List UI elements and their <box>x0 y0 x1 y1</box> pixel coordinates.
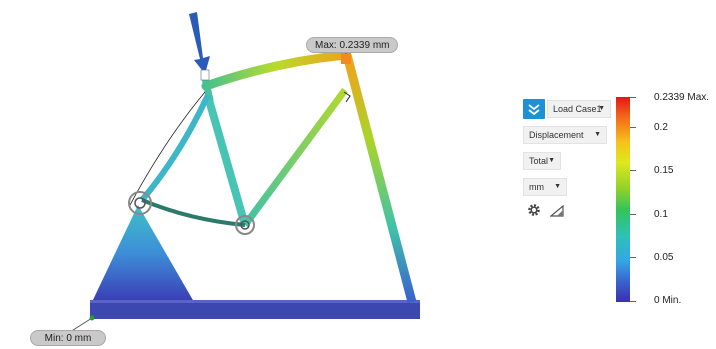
legend-tick <box>630 127 636 128</box>
legend-label: 0.2 <box>654 122 668 133</box>
front-hub-inner <box>134 197 146 209</box>
chevron-down-icon: ▼ <box>548 157 555 164</box>
bottom-bracket-inner <box>240 220 250 230</box>
front-fork <box>139 93 211 202</box>
front-hub-joint <box>128 191 152 215</box>
legend-label: 0.1 <box>654 209 668 220</box>
legend-color-bar <box>616 97 630 302</box>
load-case-toggle-button[interactable] <box>523 99 545 119</box>
legend-tick <box>630 301 636 302</box>
legend-tick <box>630 214 636 215</box>
fork-outline <box>129 91 206 206</box>
legend-label-min: 0 Min. <box>654 295 682 306</box>
probe-icon[interactable] <box>550 205 564 217</box>
legend-label: 0.15 <box>654 165 674 176</box>
component-select[interactable]: Total ▼ <box>523 152 561 170</box>
min-leader-line <box>69 317 93 333</box>
seat-tube <box>342 53 417 304</box>
min-point-marker <box>89 315 95 321</box>
top-tube <box>201 50 350 91</box>
result-type-label: Displacement <box>529 130 584 140</box>
result-type-select[interactable]: Displacement ▼ <box>523 126 607 144</box>
chain-stay <box>141 198 246 227</box>
chevron-down-icon: ▼ <box>594 131 601 138</box>
units-select[interactable]: mm ▼ <box>523 178 567 196</box>
base-plate-edge <box>90 300 420 303</box>
component-label: Total <box>529 156 549 166</box>
legend-label: 0.05 <box>654 252 674 263</box>
load-arrow-icon <box>189 12 210 74</box>
legend-tick <box>630 170 636 171</box>
load-target-marker <box>200 69 210 81</box>
seat-clamp <box>341 52 351 64</box>
check-icon <box>528 104 540 116</box>
load-case-label: Load Case1 <box>553 104 602 114</box>
base-plate <box>90 302 420 319</box>
chevron-down-icon: ▼ <box>598 105 605 112</box>
legend-tick <box>630 97 636 98</box>
down-tube <box>205 98 249 227</box>
gear-icon[interactable] <box>527 203 541 217</box>
units-label: mm <box>529 182 544 192</box>
legend-tick <box>630 257 636 258</box>
seat-stay <box>242 87 348 228</box>
chevron-down-icon: ▼ <box>554 183 561 190</box>
max-displacement-callout: Max: 0.2339 mm <box>306 37 398 53</box>
seat-tube-kink <box>343 91 351 103</box>
support-fixture <box>92 205 194 302</box>
bottom-bracket-joint <box>235 215 255 235</box>
legend-label-max: 0.2339 Max. <box>654 92 710 103</box>
load-case-select[interactable]: Load Case1 ▼ <box>547 100 611 118</box>
